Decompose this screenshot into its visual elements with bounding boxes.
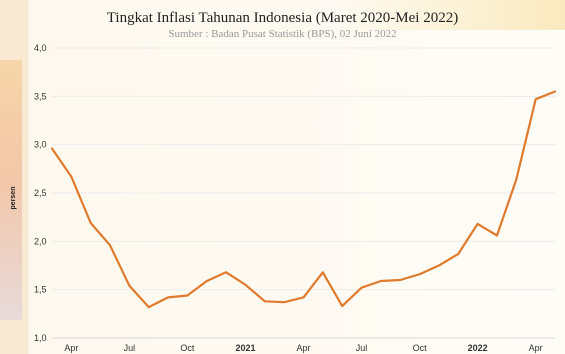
data-point bbox=[554, 90, 556, 93]
y-tick-label: 4,0 bbox=[34, 43, 47, 53]
y-tick-labels: 1,0 1,5 2,0 2,5 3,0 3,5 4,0 bbox=[34, 43, 47, 343]
data-point bbox=[167, 296, 169, 299]
x-tick-label: 2021 bbox=[235, 343, 255, 353]
y-tick-label: 2,5 bbox=[34, 188, 47, 198]
data-point bbox=[476, 223, 479, 225]
data-point bbox=[225, 271, 227, 274]
data-point bbox=[205, 280, 208, 282]
y-tick-label: 2,0 bbox=[34, 236, 47, 246]
background-watermark-top bbox=[330, 0, 565, 30]
data-point bbox=[438, 264, 440, 267]
background-watermark-left bbox=[0, 60, 22, 320]
y-tick-label: 3,0 bbox=[34, 140, 47, 150]
y-tick-label: 1,5 bbox=[34, 285, 47, 295]
chart-subtitle: Sumber : Badan Pusat Statistik (BPS), 02… bbox=[168, 28, 397, 40]
data-point bbox=[128, 285, 131, 287]
data-point bbox=[341, 305, 343, 307]
series-group bbox=[50, 90, 557, 309]
data-point bbox=[418, 273, 421, 276]
data-point bbox=[147, 306, 150, 308]
data-point bbox=[360, 286, 363, 289]
x-tick-label: Apr bbox=[64, 343, 78, 353]
chart-title: Tingkat Inflasi Tahunan Indonesia (Maret… bbox=[106, 10, 459, 26]
y-axis-label: persen bbox=[10, 187, 17, 210]
x-tick-label: Oct bbox=[413, 343, 428, 353]
x-tick-labels: Apr Jul Oct 2021 Apr Jul Oct 2022 Apr bbox=[64, 343, 542, 353]
data-point bbox=[399, 279, 402, 281]
data-point bbox=[186, 294, 189, 297]
x-tick-label: Jul bbox=[124, 343, 136, 353]
data-point bbox=[496, 234, 498, 237]
series-line bbox=[50, 90, 557, 309]
data-point bbox=[457, 253, 460, 255]
x-tick-label: 2022 bbox=[468, 343, 488, 353]
data-point bbox=[534, 98, 537, 101]
data-point bbox=[70, 175, 73, 178]
x-tick-label: Apr bbox=[296, 343, 310, 353]
data-point bbox=[515, 178, 518, 181]
data-point bbox=[264, 300, 266, 303]
y-tick-label: 3,5 bbox=[34, 91, 47, 101]
x-tick-label: Apr bbox=[529, 343, 543, 353]
data-point bbox=[51, 147, 53, 150]
grid-lines bbox=[52, 47, 555, 339]
data-point bbox=[244, 284, 247, 286]
y-tick-label: 1,0 bbox=[34, 333, 47, 343]
data-point bbox=[283, 301, 285, 304]
x-tick-label: Oct bbox=[180, 343, 195, 353]
data-point bbox=[89, 222, 92, 224]
data-point bbox=[322, 271, 324, 274]
data-point bbox=[109, 244, 111, 246]
x-tick-label: Jul bbox=[356, 343, 368, 353]
data-point bbox=[302, 296, 305, 299]
data-point bbox=[380, 280, 382, 282]
